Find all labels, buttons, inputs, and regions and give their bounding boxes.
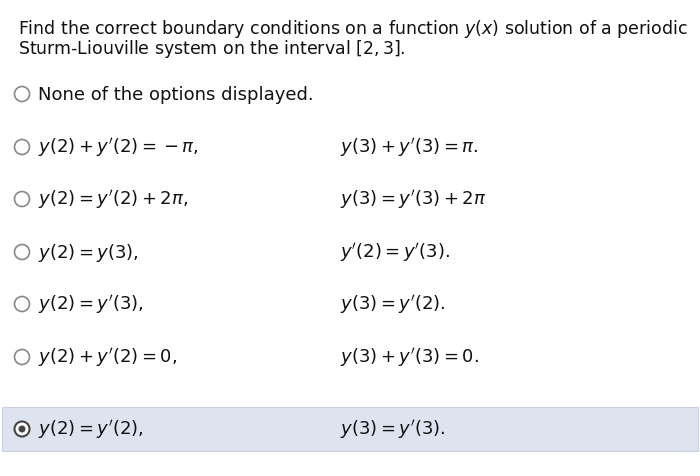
Text: $y(2) = y(3),$: $y(2) = y(3),$ (38, 241, 139, 263)
Circle shape (15, 350, 29, 365)
Circle shape (15, 297, 29, 312)
Text: $y(2) = y'(2) + 2\pi,$: $y(2) = y'(2) + 2\pi,$ (38, 188, 188, 211)
Circle shape (15, 140, 29, 155)
Text: $y(3) = y'(2).$: $y(3) = y'(2).$ (340, 293, 445, 316)
Text: $y(3) + y'(3) = \pi.$: $y(3) + y'(3) = \pi.$ (340, 136, 478, 159)
Text: Find the correct boundary conditions on a function $y(x)$ solution of a periodic: Find the correct boundary conditions on … (18, 18, 687, 40)
Circle shape (15, 87, 29, 102)
Circle shape (15, 192, 29, 207)
FancyBboxPatch shape (2, 407, 698, 451)
Text: $y(3) = y'(3).$: $y(3) = y'(3).$ (340, 417, 445, 441)
Text: $y(2) = y'(3),$: $y(2) = y'(3),$ (38, 293, 144, 316)
Text: $y(2) = y'(2),$: $y(2) = y'(2),$ (38, 417, 144, 441)
Text: Sturm-Liouville system on the interval $[2, 3]$.: Sturm-Liouville system on the interval $… (18, 38, 405, 60)
Circle shape (15, 422, 29, 436)
Text: $y(3) = y'(3) + 2\pi$: $y(3) = y'(3) + 2\pi$ (340, 188, 486, 211)
Text: $y(2) + y'(2) = 0,$: $y(2) + y'(2) = 0,$ (38, 346, 177, 369)
Text: $y(3) + y'(3) = 0.$: $y(3) + y'(3) = 0.$ (340, 346, 479, 369)
Circle shape (15, 245, 29, 260)
Text: $y'(2) = y'(3).$: $y'(2) = y'(3).$ (340, 241, 450, 264)
Text: $y(2) + y'(2) = -\pi,$: $y(2) + y'(2) = -\pi,$ (38, 136, 199, 159)
Text: None of the options displayed.: None of the options displayed. (38, 86, 314, 104)
Circle shape (18, 426, 25, 433)
